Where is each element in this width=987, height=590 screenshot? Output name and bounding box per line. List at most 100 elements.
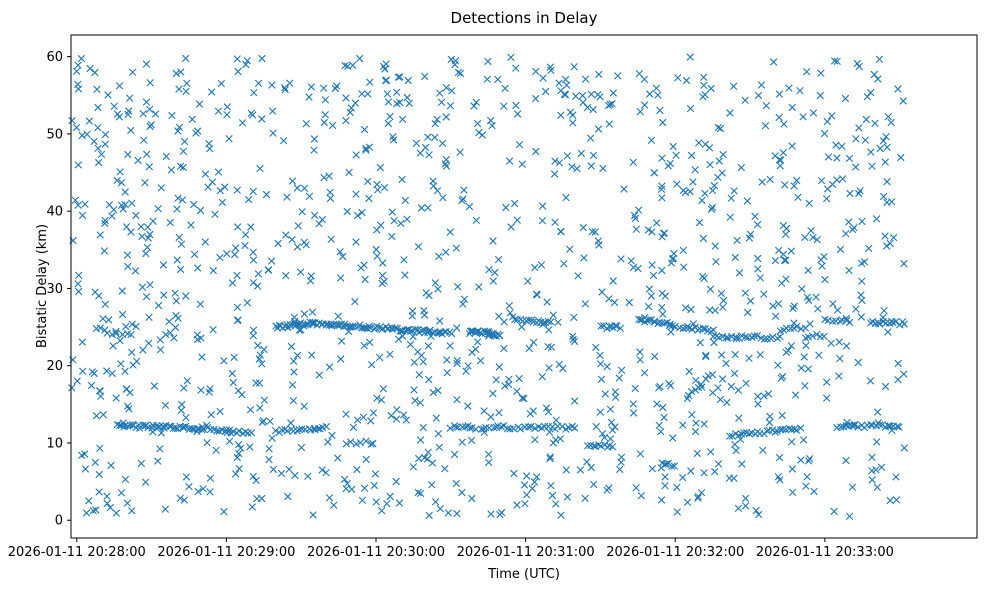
- detection-marker: [475, 128, 483, 137]
- detection-marker: [558, 422, 566, 431]
- detection-marker: [194, 487, 202, 496]
- detection-marker: [399, 327, 407, 335]
- detection-marker: [392, 415, 401, 423]
- detection-marker: [333, 82, 341, 90]
- detection-marker: [384, 119, 392, 128]
- x-axis-ticks: 2026-01-11 20:28:00 2026-01-11 20:29:00 20…: [8, 538, 894, 560]
- detection-marker: [852, 135, 860, 143]
- detection-marker: [172, 297, 180, 305]
- detection-marker: [402, 416, 410, 424]
- detection-marker: [532, 67, 540, 76]
- detection-marker: [348, 485, 356, 493]
- detection-marker: [801, 324, 810, 332]
- detection-marker: [892, 318, 900, 326]
- detection-marker: [286, 79, 294, 87]
- detection-marker: [374, 186, 382, 194]
- detection-marker: [507, 223, 515, 231]
- detection-marker: [557, 511, 565, 519]
- detection-marker: [587, 162, 595, 170]
- detection-marker: [268, 434, 276, 442]
- detection-marker: [718, 169, 726, 177]
- detection-marker: [425, 511, 433, 520]
- detection-marker: [474, 328, 482, 336]
- detection-marker: [340, 475, 349, 484]
- detection-marker: [431, 498, 440, 506]
- detection-marker: [495, 409, 503, 417]
- detection-marker: [225, 437, 234, 445]
- detection-marker: [562, 193, 570, 202]
- detection-marker: [798, 285, 806, 293]
- detection-marker: [687, 467, 695, 475]
- detection-marker: [412, 139, 421, 147]
- detection-marker: [765, 418, 774, 427]
- detection-marker: [362, 437, 370, 445]
- detection-marker: [745, 234, 754, 242]
- detection-marker: [480, 407, 488, 415]
- detection-marker: [636, 450, 645, 458]
- detection-marker: [528, 484, 536, 493]
- detection-marker: [775, 453, 784, 462]
- detection-marker: [146, 122, 154, 131]
- detection-marker: [897, 153, 905, 162]
- x-tick-label: 2026-01-11 20:30:00: [307, 545, 445, 560]
- detection-marker: [679, 421, 687, 429]
- detection-marker: [68, 116, 76, 125]
- detection-marker: [873, 483, 881, 491]
- detection-marker: [636, 108, 644, 116]
- detection-marker: [302, 321, 310, 329]
- detection-marker: [211, 210, 219, 218]
- detection-marker: [95, 158, 103, 167]
- detection-marker: [460, 295, 469, 303]
- detection-marker: [302, 241, 310, 249]
- detection-marker: [302, 120, 310, 128]
- detection-marker: [650, 169, 658, 177]
- detection-marker: [813, 236, 821, 244]
- detection-marker: [764, 390, 773, 398]
- detection-marker: [343, 479, 352, 488]
- detection-marker: [774, 300, 783, 308]
- detection-marker: [453, 356, 461, 365]
- detection-marker: [855, 124, 863, 132]
- detection-marker: [424, 448, 432, 456]
- detection-marker: [691, 427, 700, 436]
- detection-marker: [86, 64, 94, 73]
- detection-marker: [742, 379, 750, 387]
- detection-marker: [540, 319, 548, 327]
- detection-marker: [523, 491, 531, 499]
- y-axis-label: Bistatic Delay (km): [35, 224, 50, 348]
- detection-marker: [752, 506, 760, 515]
- detection-marker: [349, 61, 357, 69]
- detection-marker: [531, 424, 539, 433]
- detection-marker: [531, 436, 539, 444]
- detection-marker: [629, 263, 638, 272]
- detection-marker: [527, 422, 535, 431]
- detection-marker: [400, 256, 408, 264]
- detection-marker: [321, 111, 329, 119]
- detection-marker: [667, 328, 675, 336]
- detection-marker: [208, 88, 216, 96]
- detection-marker: [617, 366, 626, 374]
- detection-marker: [594, 90, 602, 99]
- detection-marker: [311, 211, 319, 220]
- detection-marker: [409, 332, 417, 341]
- detection-marker: [433, 115, 441, 124]
- detection-marker: [429, 182, 438, 190]
- detection-marker: [411, 325, 419, 334]
- detection-marker: [812, 293, 820, 301]
- detection-marker: [416, 399, 424, 407]
- detection-marker: [797, 364, 805, 372]
- detection-marker: [351, 297, 359, 306]
- detection-marker: [779, 425, 787, 433]
- detection-marker: [632, 225, 640, 233]
- detection-marker: [127, 126, 135, 135]
- detection-marker: [803, 293, 811, 301]
- detection-marker: [366, 78, 374, 86]
- detection-marker: [78, 451, 86, 459]
- detection-marker: [531, 263, 539, 272]
- detection-marker: [730, 369, 739, 378]
- detection-marker: [364, 90, 372, 98]
- detection-marker: [606, 435, 615, 443]
- detection-marker: [557, 111, 565, 119]
- detection-marker: [353, 465, 361, 474]
- detection-marker: [880, 307, 888, 315]
